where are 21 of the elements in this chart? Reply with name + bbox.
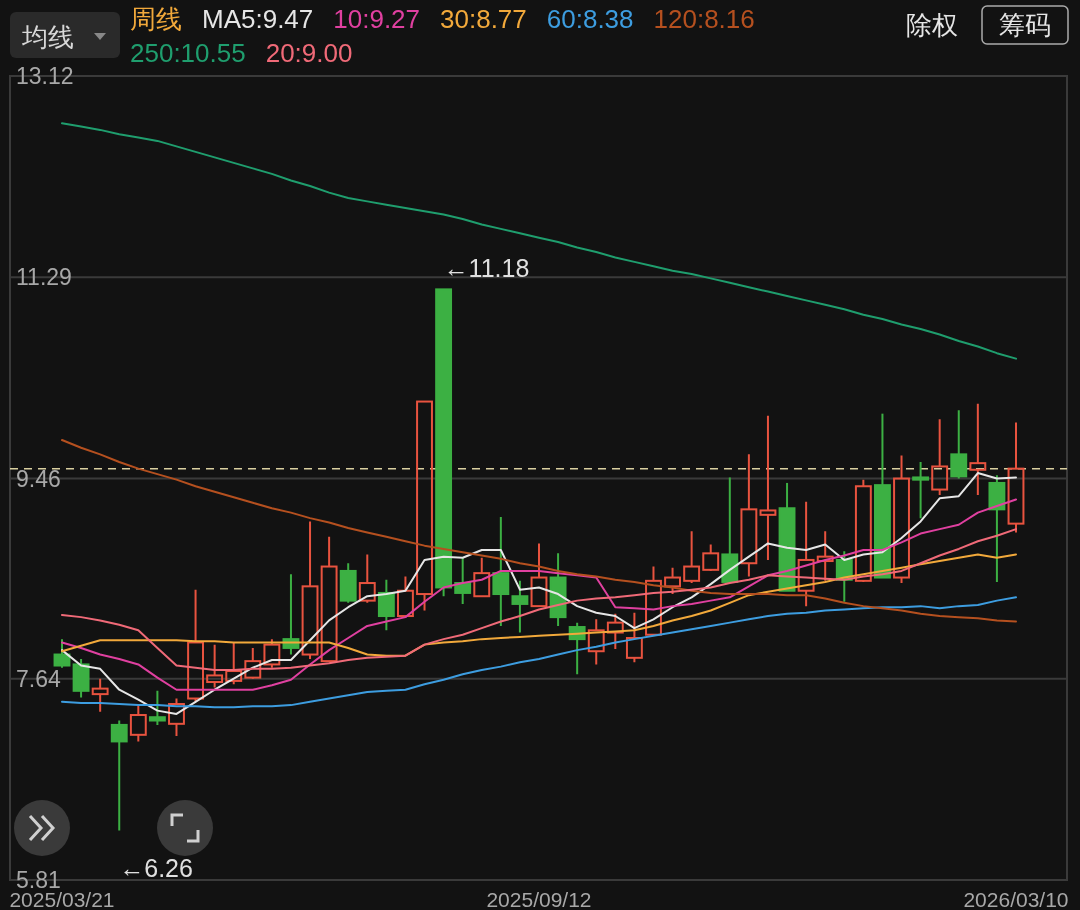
text: MA5:9.47 xyxy=(202,4,314,34)
chart-title: 周线 xyxy=(130,4,182,34)
line-series xyxy=(61,498,1017,691)
text: 60:8.38 xyxy=(546,4,634,34)
y-tick-label: 9.46 xyxy=(16,465,61,492)
text: 筹码 xyxy=(999,10,1051,40)
annotation: ←11.18 xyxy=(443,254,530,283)
text: 10:9.27 xyxy=(333,4,421,34)
x-tick-label: 2025/09/12 xyxy=(486,888,592,910)
y-tick-label: 13.12 xyxy=(16,63,74,89)
text: 均线 xyxy=(21,22,74,52)
annotation: ←6.26 xyxy=(119,853,193,882)
text: 120:8.16 xyxy=(653,4,755,34)
text: 除权 xyxy=(906,10,958,40)
text: 250:10.55 xyxy=(130,38,246,68)
line-series xyxy=(61,439,1017,623)
x-tick-label: 2026/03/10 xyxy=(963,888,1069,910)
y-tick-label: 11.29 xyxy=(16,264,72,291)
text: 20:9.00 xyxy=(265,38,353,68)
y-tick-label: 7.64 xyxy=(16,665,61,692)
text: 30:8.77 xyxy=(440,4,527,34)
